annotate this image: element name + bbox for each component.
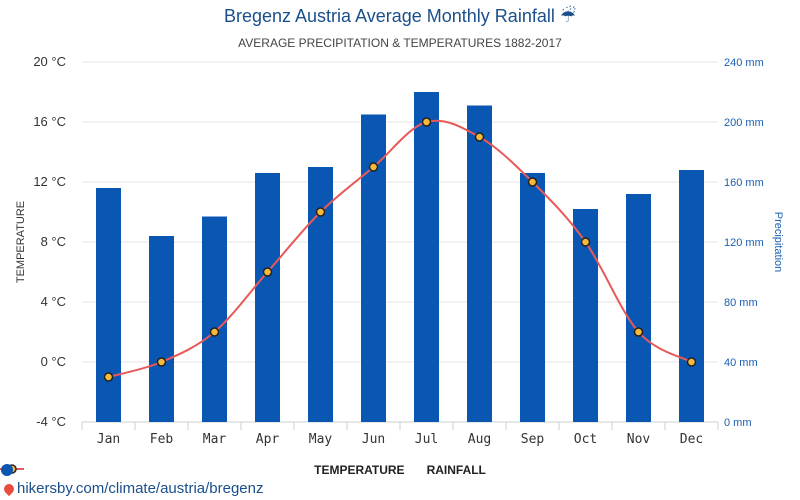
rainfall-legend-icon: [1, 464, 13, 476]
rainfall-bar: [361, 114, 386, 422]
chart-svg: -4 °C 0 °C 4 °C 8 °C 12 °C 16 °C 20 °C 0 mm 40 m…: [15, 54, 784, 447]
legend-item-rainfall[interactable]: RAINFALL: [1, 463, 486, 477]
y2-tick-label: 80 mm: [724, 297, 758, 309]
x-tick-label: Aug: [468, 432, 491, 447]
y-tick-label: 12 °C: [33, 174, 66, 189]
legend-temperature-label: TEMPERATURE: [314, 463, 405, 477]
temperature-point: [421, 117, 432, 127]
temperature-line: [108, 119, 692, 378]
temperature-point: [368, 162, 379, 172]
rainfall-bar: [520, 173, 545, 422]
chart-title: Bregenz Austria Average Monthly Rainfall…: [0, 6, 800, 27]
y2-tick-label: 0 mm: [724, 417, 752, 429]
rainfall-bar: [626, 194, 651, 422]
temperature-point: [474, 132, 485, 142]
rainfall-bar: [149, 236, 174, 422]
temperature-point: [527, 177, 538, 187]
y2-tick-label: 160 mm: [724, 177, 764, 189]
rainfall-bar: [255, 173, 280, 422]
footer-link-text: hikersby.com/climate/austria/bregenz: [17, 480, 264, 497]
temperature-point: [103, 372, 114, 382]
x-tick-label: Jan: [97, 432, 120, 447]
y2-tick-label: 120 mm: [724, 237, 764, 249]
y2-tick-label: 200 mm: [724, 117, 764, 129]
y-tick-label: 16 °C: [33, 114, 66, 129]
x-tick-label: Jul: [415, 432, 438, 447]
x-tick-label: Jun: [362, 432, 385, 447]
legend-item-temperature[interactable]: TEMPERATURE: [0, 463, 405, 477]
temperature-point: [315, 207, 326, 217]
x-tick-label: Mar: [203, 432, 227, 447]
y-tick-label: 4 °C: [41, 294, 66, 309]
rainfall-bar: [467, 105, 492, 422]
y-tick-label: -4 °C: [36, 414, 66, 429]
footer-link[interactable]: hikersby.com/climate/austria/bregenz: [1, 480, 264, 497]
x-tick-label: Sep: [521, 432, 545, 447]
x-tick-label: Feb: [150, 432, 174, 447]
x-tick-label: Oct: [574, 432, 597, 447]
y-tick-label: 20 °C: [33, 54, 66, 69]
y-tick-label: 0 °C: [41, 354, 66, 369]
legend: TEMPERATURE RAINFALL: [0, 463, 800, 477]
legend-rainfall-label: RAINFALL: [426, 463, 486, 477]
temperature-point: [686, 357, 697, 367]
y2-axis-title: Precipitation: [772, 212, 784, 273]
temperature-point: [209, 327, 220, 337]
rainfall-bar: [202, 216, 227, 422]
rainfall-bar: [679, 170, 704, 422]
chart-subtitle: AVERAGE PRECIPITATION & TEMPERATURES 188…: [238, 36, 562, 50]
temperature-point: [580, 237, 591, 247]
rainfall-bar: [308, 167, 333, 422]
y-tick-label: 8 °C: [41, 234, 66, 249]
x-tick-label: Dec: [680, 432, 703, 447]
temperature-point: [262, 267, 273, 277]
rainfall-bar: [414, 92, 439, 422]
x-tick-label: May: [309, 432, 333, 447]
x-tick-label: Nov: [627, 432, 651, 447]
temperature-point: [156, 357, 167, 367]
y-axis-title: TEMPERATURE: [15, 201, 27, 283]
umbrella-rain-icon: ☔: [559, 6, 576, 26]
rainfall-bar: [96, 188, 121, 422]
y2-tick-label: 40 mm: [724, 357, 758, 369]
temperature-point: [633, 327, 644, 337]
y2-tick-label: 240 mm: [724, 57, 764, 69]
x-tick-label: Apr: [256, 432, 280, 447]
map-pin-icon: [1, 481, 17, 496]
chart-title-text: Bregenz Austria Average Monthly Rainfall: [223, 6, 555, 26]
